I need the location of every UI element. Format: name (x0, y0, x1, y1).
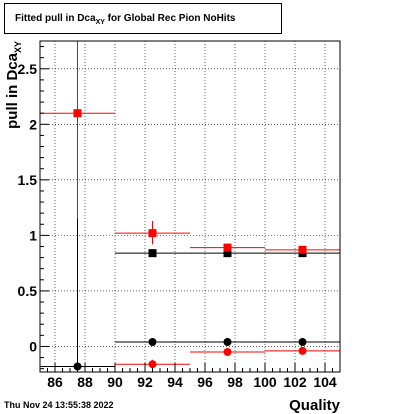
x-tick-label: 92 (137, 374, 153, 390)
axis-ticks (39, 46, 341, 372)
x-tick-label: 90 (107, 374, 123, 390)
square-marker (223, 249, 232, 258)
data-point (190, 348, 265, 357)
y-axis-title: pull in DcaXY (4, 41, 23, 129)
data-point (265, 338, 340, 347)
x-tick-label: 98 (227, 374, 243, 390)
square-marker (73, 109, 82, 118)
chart-title-main: Fitted pull in Dca (15, 13, 96, 24)
data-point (115, 338, 190, 347)
y-tick-label: 2 (29, 116, 37, 132)
square-marker (223, 243, 232, 252)
circle-marker (223, 348, 232, 357)
y-tick-label: 1.5 (18, 172, 38, 188)
x-tick-label: 100 (253, 374, 277, 390)
chart-title-subscript: XY (95, 19, 105, 26)
y-tick-label: 2.5 (18, 61, 38, 77)
tick-labels: 86 88 90 92 94 96 98 100 102 104 0 0.5 1 1.5 2 2.5 (18, 61, 337, 390)
y-tick-label: 0.5 (18, 283, 38, 299)
x-tick-label: 102 (283, 374, 307, 390)
chart-title: Fitted pull in DcaXY for Global Rec Pion… (4, 3, 282, 34)
y-axis-title-main: pull in Dca (4, 52, 21, 129)
data-point (40, 41, 115, 219)
chart-title-tail: for Global Rec Pion NoHits (104, 13, 236, 24)
x-tick-label: 86 (47, 374, 63, 390)
circle-marker (298, 338, 307, 347)
square-marker (148, 229, 157, 238)
circle-marker (223, 338, 232, 347)
data-point (190, 249, 265, 258)
data-points (40, 41, 340, 372)
x-tick-label: 104 (313, 374, 337, 390)
data-point (115, 359, 190, 369)
circle-marker (148, 360, 157, 369)
data-point (190, 338, 265, 347)
timestamp: Thu Nov 24 13:55:38 2022 (4, 400, 114, 410)
data-point (115, 220, 190, 245)
data-point (115, 249, 190, 258)
data-point (190, 243, 265, 252)
x-tick-label: 96 (197, 374, 213, 390)
circle-marker (298, 346, 307, 355)
square-marker (298, 245, 307, 254)
x-tick-label: 88 (77, 374, 93, 390)
y-axis-title-subscript: XY (13, 41, 23, 53)
data-point (265, 245, 340, 254)
x-tick-label: 94 (167, 374, 183, 390)
x-axis-title: Quality (289, 397, 341, 414)
square-marker (148, 249, 157, 258)
data-point (265, 346, 340, 355)
y-tick-label: 0 (29, 338, 37, 354)
circle-marker (148, 338, 157, 347)
circle-marker (73, 362, 82, 371)
y-tick-label: 1 (29, 227, 37, 243)
grid (40, 41, 340, 372)
